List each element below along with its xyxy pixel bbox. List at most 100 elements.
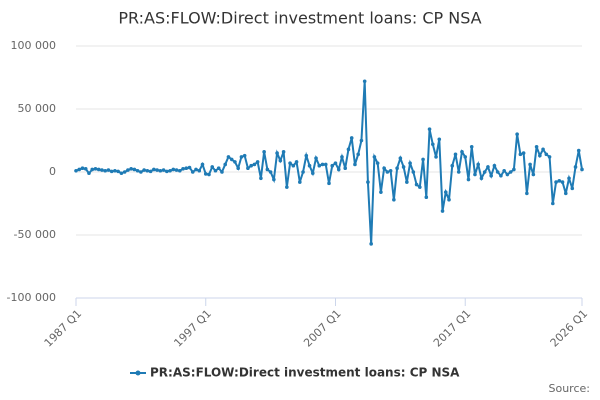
point xyxy=(93,167,98,171)
point xyxy=(541,147,545,152)
point xyxy=(466,177,471,182)
point xyxy=(197,168,202,173)
point xyxy=(278,158,283,163)
point xyxy=(418,185,422,189)
point xyxy=(77,167,82,172)
point xyxy=(236,166,240,171)
point xyxy=(177,168,182,173)
point xyxy=(421,157,425,162)
point xyxy=(463,155,468,159)
point xyxy=(434,155,438,159)
line xyxy=(75,81,583,244)
point xyxy=(502,168,506,173)
point xyxy=(87,171,91,176)
point xyxy=(148,169,153,174)
point xyxy=(411,170,416,174)
point xyxy=(443,190,448,194)
point xyxy=(158,168,163,173)
point xyxy=(314,156,318,160)
point xyxy=(249,163,253,168)
point xyxy=(223,162,228,167)
point xyxy=(226,155,231,159)
point xyxy=(414,182,419,187)
point xyxy=(580,167,584,172)
point xyxy=(440,209,445,213)
point xyxy=(375,161,380,165)
point xyxy=(184,166,189,171)
point xyxy=(405,180,409,184)
point xyxy=(554,180,558,184)
point xyxy=(379,190,383,194)
point xyxy=(528,162,532,167)
y-tick-label: -100 000 xyxy=(7,291,56,304)
point xyxy=(116,169,120,174)
source: Source: xyxy=(549,382,591,395)
chart-title: PR:AS:FLOW:Direct investment loans: CP N… xyxy=(118,9,481,28)
point xyxy=(469,145,474,149)
point xyxy=(359,138,364,143)
point xyxy=(145,168,150,173)
point xyxy=(190,170,195,174)
point xyxy=(382,166,386,171)
point xyxy=(567,176,571,181)
point xyxy=(239,155,244,159)
point xyxy=(106,168,111,172)
point xyxy=(126,168,130,172)
point xyxy=(194,167,198,172)
point xyxy=(262,150,266,154)
point xyxy=(340,155,344,159)
point xyxy=(113,168,117,173)
point xyxy=(265,167,270,172)
point xyxy=(213,168,218,173)
point xyxy=(518,152,523,157)
point xyxy=(139,170,143,174)
point xyxy=(333,161,338,165)
point xyxy=(132,167,137,172)
point xyxy=(152,167,156,172)
point xyxy=(430,142,435,147)
point xyxy=(395,166,399,171)
point xyxy=(83,167,88,171)
point xyxy=(171,167,176,172)
legend-marker xyxy=(135,370,141,376)
y-tick-label: 50 000 xyxy=(18,102,57,115)
point xyxy=(521,151,526,155)
point xyxy=(346,147,351,152)
point xyxy=(531,172,536,177)
point xyxy=(268,170,273,174)
point xyxy=(323,162,328,167)
point xyxy=(473,172,477,177)
point xyxy=(298,180,302,184)
point xyxy=(534,145,539,149)
point xyxy=(505,172,510,177)
point xyxy=(456,170,461,174)
point xyxy=(252,162,257,167)
x-tick-label: 2017 Q1 xyxy=(431,307,474,350)
point xyxy=(233,160,237,164)
point xyxy=(80,166,85,171)
point xyxy=(356,152,360,157)
point xyxy=(242,153,247,158)
point xyxy=(327,181,331,186)
legend-label: PR:AS:FLOW:Direct investment loans: CP N… xyxy=(150,366,460,380)
point xyxy=(447,197,451,202)
point xyxy=(259,176,263,181)
point xyxy=(216,166,221,171)
point xyxy=(401,165,406,169)
point xyxy=(547,155,552,159)
point xyxy=(408,161,412,165)
point xyxy=(310,171,315,176)
point xyxy=(168,168,172,173)
point xyxy=(210,165,215,169)
point xyxy=(165,169,169,174)
point xyxy=(285,185,289,189)
point xyxy=(525,191,529,196)
point xyxy=(392,197,396,202)
y-tick-label: 100 000 xyxy=(11,39,57,52)
point xyxy=(460,150,464,154)
point xyxy=(74,168,78,173)
point xyxy=(129,167,133,171)
point xyxy=(161,168,166,172)
point xyxy=(96,167,101,172)
